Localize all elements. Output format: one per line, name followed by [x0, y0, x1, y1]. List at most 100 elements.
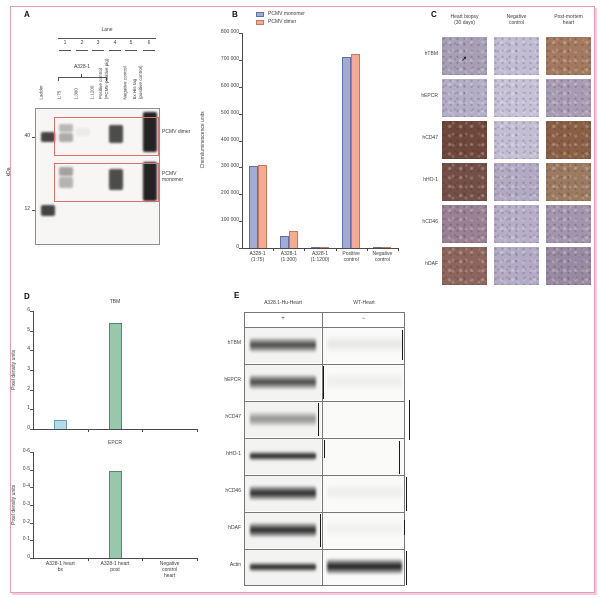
- lane-number: 3: [96, 40, 100, 46]
- blot-band-wt: [327, 558, 402, 575]
- x-category-label: A328-1 (1:1200): [310, 251, 330, 263]
- y-tick: [239, 140, 242, 142]
- histology-row-label: hDAF: [425, 261, 438, 267]
- histology-tile: [546, 121, 591, 159]
- gel-band: [143, 112, 157, 152]
- gel-band: [76, 128, 90, 136]
- blot-marker-line: [409, 400, 410, 440]
- x-tick: [273, 249, 275, 251]
- y-tick: [30, 558, 33, 559]
- lane-number: 4: [113, 40, 117, 46]
- y-tick-label: 1: [27, 405, 30, 412]
- y-tick: [30, 487, 33, 489]
- blot-cell-wt: [323, 513, 404, 548]
- y-tick-label: 0·3: [22, 501, 30, 507]
- blot-row-divider: [244, 512, 405, 513]
- y-tick: [30, 522, 33, 524]
- figure-border-frame: [10, 6, 595, 593]
- blot-row-label: hEPCR: [224, 377, 241, 383]
- y-tick-label: 0·4: [22, 483, 30, 490]
- lane-label: 1:300: [73, 88, 79, 100]
- pcmv-monomer-band-label: PCMV monomer: [162, 171, 184, 183]
- histology-column-header: Heart biopsy (30 days): [450, 14, 479, 26]
- bar-tbm_pixel_density: [108, 322, 122, 429]
- y-tick: [30, 540, 33, 542]
- blot-row-label: hHO-1: [226, 451, 241, 457]
- blot-band-a328: [250, 562, 316, 572]
- x-tick: [142, 430, 144, 432]
- blot-sign-row-divider: [244, 327, 405, 328]
- gel-band: [109, 169, 123, 190]
- blot-band-wt: [327, 372, 402, 390]
- blot-band-a328: [250, 411, 316, 427]
- y-tick: [30, 389, 33, 391]
- x-category-label: A328-1 heart bx: [45, 561, 75, 573]
- x-tick: [197, 559, 198, 561]
- x-tick: [197, 430, 198, 432]
- x-tick: [304, 249, 306, 251]
- blot-sign-positive: +: [281, 316, 285, 322]
- gel-band: [143, 162, 157, 201]
- y-tick: [30, 429, 33, 430]
- legend-label: PCMV dimer: [268, 18, 297, 25]
- y-tick: [30, 505, 33, 506]
- blot-table: [244, 312, 405, 586]
- blot-band-a328: [250, 485, 316, 501]
- blot-column-divider: [322, 312, 323, 586]
- panel-e-label: E: [234, 291, 240, 300]
- gel-band: [59, 177, 73, 188]
- bar-pcmv_chemiluminescence: [351, 53, 361, 248]
- legend-swatch: [256, 12, 264, 17]
- kda-axis-label: kDa: [6, 167, 13, 177]
- y-tick-label: 300 000: [220, 163, 239, 170]
- kda-marker-value: 12: [24, 206, 30, 212]
- legend-swatch: [256, 20, 264, 25]
- x-category-label: Positive control: [342, 251, 360, 263]
- plot-area-tbm_pixel_density: [33, 311, 198, 430]
- y-tick-label: 5: [27, 326, 30, 333]
- y-tick-label: 0·2: [22, 518, 30, 525]
- x-tick: [335, 249, 337, 251]
- blot-cell-wt: [323, 402, 404, 437]
- y-tick-label: 0·1: [22, 536, 30, 543]
- y-tick-label: 100 000: [220, 217, 239, 224]
- histology-tile: [546, 205, 591, 243]
- histology-tile: [442, 247, 487, 285]
- blot-cell-wt: [323, 476, 404, 511]
- blot-marker-line: [406, 551, 407, 585]
- panel-a-label: A: [24, 10, 30, 19]
- bar-pcmv_chemiluminescence: [288, 231, 298, 248]
- blot-cell-a328: [245, 402, 321, 437]
- y-tick-label: 0: [27, 554, 30, 560]
- y-tick: [30, 330, 33, 332]
- blot-cell-wt: [323, 439, 404, 474]
- blot-row-divider: [244, 549, 405, 550]
- x-tick: [366, 249, 368, 251]
- histology-tile: [442, 121, 487, 159]
- blot-marker-line: [402, 330, 403, 360]
- lane-label: 1:1200: [89, 85, 95, 100]
- y-tick: [30, 409, 33, 411]
- gel-highlight-box: [54, 163, 159, 202]
- lane-number: 6: [147, 40, 151, 46]
- histology-tile: [546, 79, 591, 117]
- blot-band-wt: [327, 335, 402, 353]
- panel-d-label: D: [24, 292, 30, 301]
- y-tick-label: 400 000: [220, 136, 239, 143]
- bar-pcmv_chemiluminescence: [382, 246, 392, 248]
- panel-b-label: B: [232, 10, 238, 19]
- bar-pcmv_chemiluminescence: [279, 235, 289, 248]
- blot-marker-line: [323, 366, 324, 399]
- blot-band-a328: [250, 337, 316, 353]
- bar-pcmv_chemiluminescence: [257, 164, 267, 248]
- x-category-label: A328-1 heart post: [100, 561, 130, 573]
- a328-group-label: A328-1: [73, 64, 91, 70]
- y-tick: [30, 469, 33, 471]
- y-tick-label: 0: [236, 244, 239, 250]
- lane-number: 2: [80, 40, 84, 46]
- arrow-annotation: ↗: [461, 56, 467, 63]
- lane-number: 1: [63, 40, 67, 46]
- y-tick-label: 200 000: [220, 190, 239, 197]
- histology-row-label: hTBM: [424, 51, 438, 57]
